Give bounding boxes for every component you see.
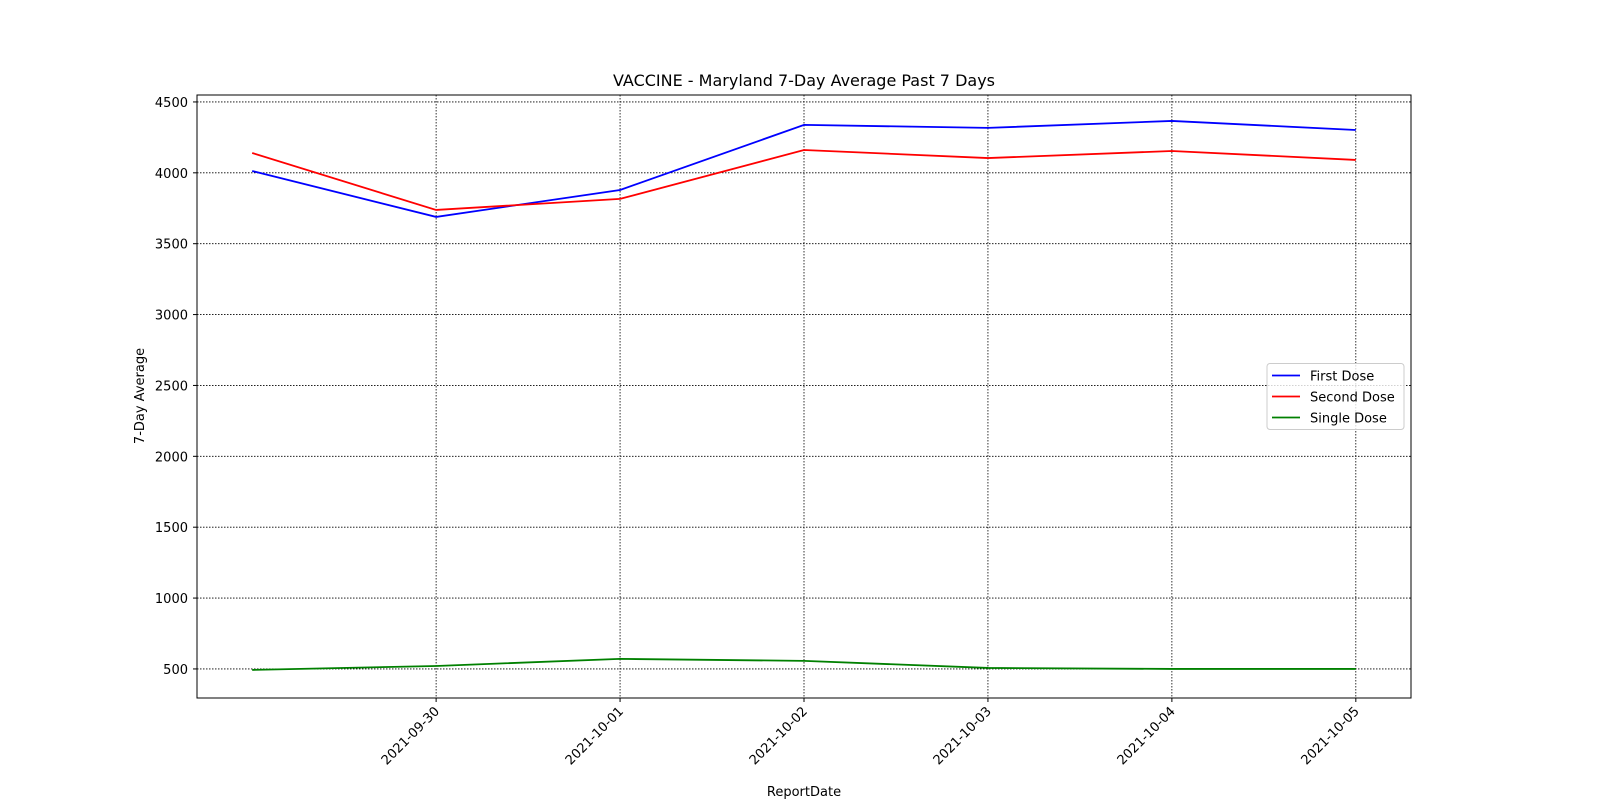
x-tick-label: 2021-10-05 [1299,704,1363,768]
x-tick-label: 2021-09-30 [379,704,443,768]
y-tick-label: 2000 [155,450,188,465]
series-line [251,149,1356,211]
y-tick-label: 4000 [155,167,188,182]
legend-box [1266,363,1405,430]
x-tick-label: 2021-10-01 [563,704,627,768]
chart-title: VACCINE - Maryland 7-Day Average Past 7 … [613,71,995,90]
y-tick-label: 1500 [155,521,188,536]
y-tick-label: 1000 [155,592,188,607]
legend-label: Single Dose [1310,412,1387,427]
y-tick-label: 4500 [155,96,188,111]
x-tick-label: 2021-10-03 [931,704,995,768]
y-axis-label: 7-Day Average [133,348,148,444]
y-tick-label: 3500 [155,238,188,253]
x-tick-label: 2021-10-02 [747,704,811,768]
series-line [251,120,1356,218]
y-tick-label: 500 [163,663,188,678]
x-axis-label: ReportDate [767,785,841,800]
y-tick-label: 3000 [155,309,188,324]
legend-label: First Dose [1310,370,1374,385]
y-tick-label: 2500 [155,379,188,394]
x-tick-label: 2021-10-04 [1115,704,1179,768]
legend-label: Second Dose [1310,391,1395,406]
series-line [252,657,1356,671]
plot-frame [196,94,1412,699]
